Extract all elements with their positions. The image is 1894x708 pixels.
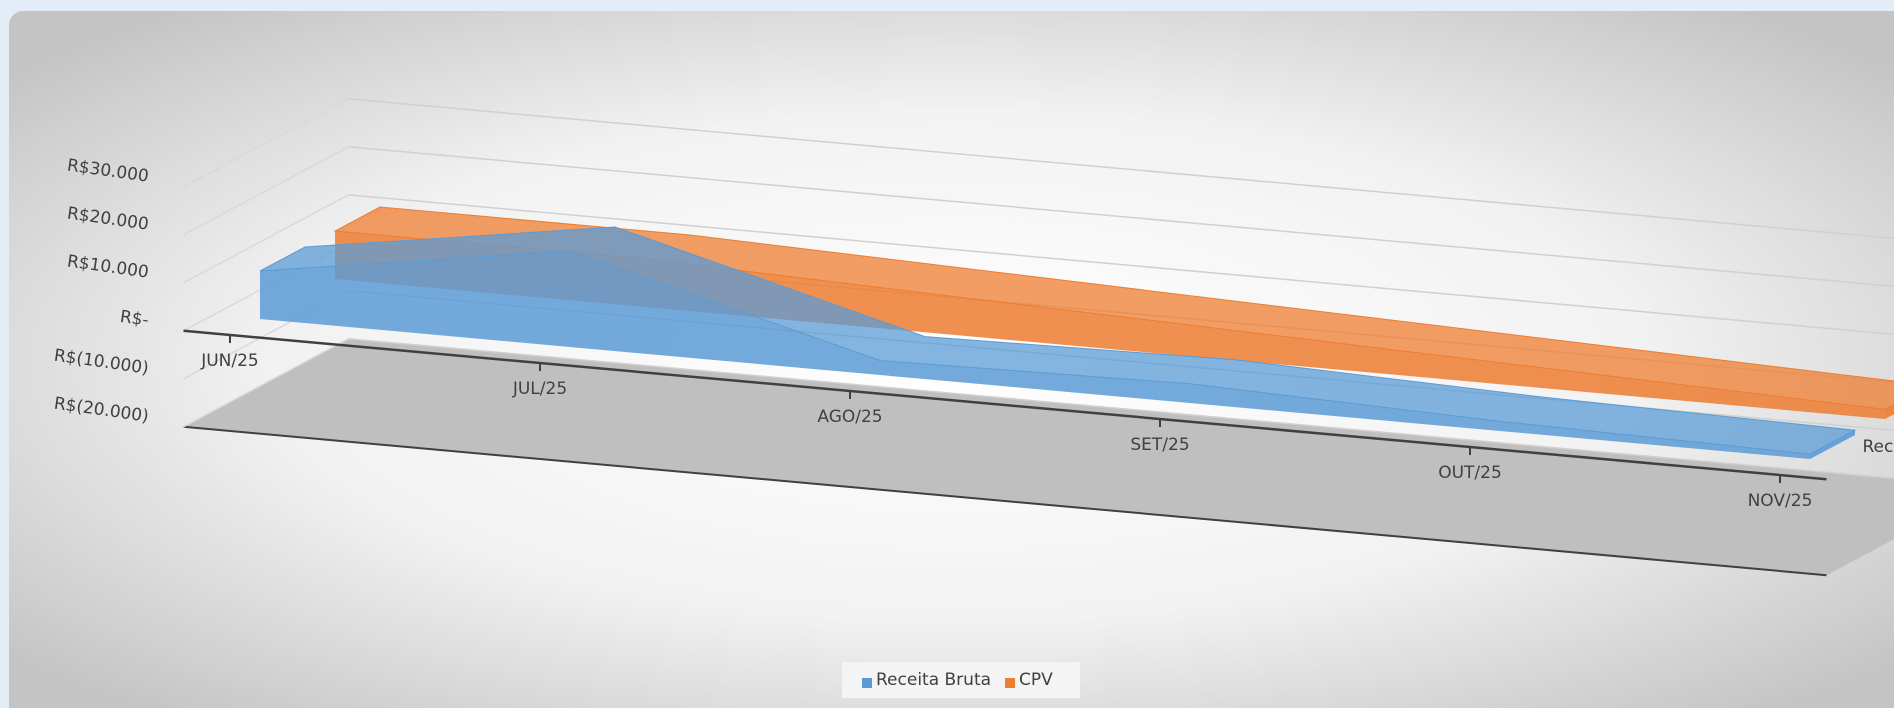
grid-line-side: [183, 146, 349, 236]
grid-line-side: [183, 194, 349, 284]
area: [260, 251, 1810, 459]
depth-label: Receita Bruta: [1863, 437, 1894, 457]
grid-line: [348, 98, 1894, 240]
area-side: [1810, 430, 1855, 459]
legend-swatch: [862, 678, 872, 688]
x-tick-label: NOV/25: [1748, 491, 1813, 511]
x-tick-label: AGO/25: [817, 407, 882, 427]
grid-line: [348, 338, 1894, 480]
legend-label: Receita Bruta: [876, 670, 991, 690]
grid-line: [348, 146, 1894, 288]
legend: Receita Bruta CPV: [842, 662, 1080, 698]
x-tick-label: JUL/25: [512, 379, 567, 399]
legend-box: [842, 662, 1080, 698]
x-axis: [183, 329, 1827, 481]
area-side: [1885, 404, 1894, 419]
grid-line-side: [183, 98, 349, 188]
legend-label: CPV: [1019, 670, 1053, 690]
grid-line-side: [183, 338, 349, 428]
grid-line: [348, 194, 1894, 336]
y-tick-label: R$-: [119, 307, 150, 331]
x-tick-label: JUN/25: [200, 351, 259, 371]
x-tick-label: OUT/25: [1438, 463, 1502, 483]
floor-edge: [183, 425, 1827, 577]
floor: [183, 338, 1894, 576]
legend-swatch: [1005, 678, 1016, 688]
x-tick-label: SET/25: [1130, 435, 1189, 455]
